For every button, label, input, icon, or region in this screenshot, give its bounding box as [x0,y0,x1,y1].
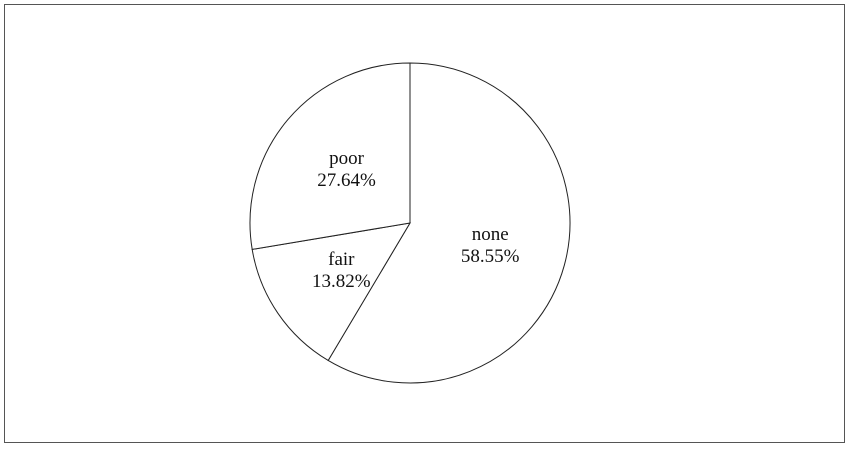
slice-label-none: none [472,224,509,245]
pie-slice-none [327,62,571,384]
pie-slice-poor [249,62,411,250]
slice-label-poor: poor [329,148,365,169]
slice-value-none: 58.55% [461,246,520,267]
pie-slices [249,62,571,384]
chart-frame: none 58.55% fair 13.82% poor 27.64% [4,4,845,443]
slice-value-poor: 27.64% [317,170,376,191]
slice-label-fair: fair [328,249,355,270]
slice-value-fair: 13.82% [312,271,371,292]
pie-slice-fair [251,222,411,362]
